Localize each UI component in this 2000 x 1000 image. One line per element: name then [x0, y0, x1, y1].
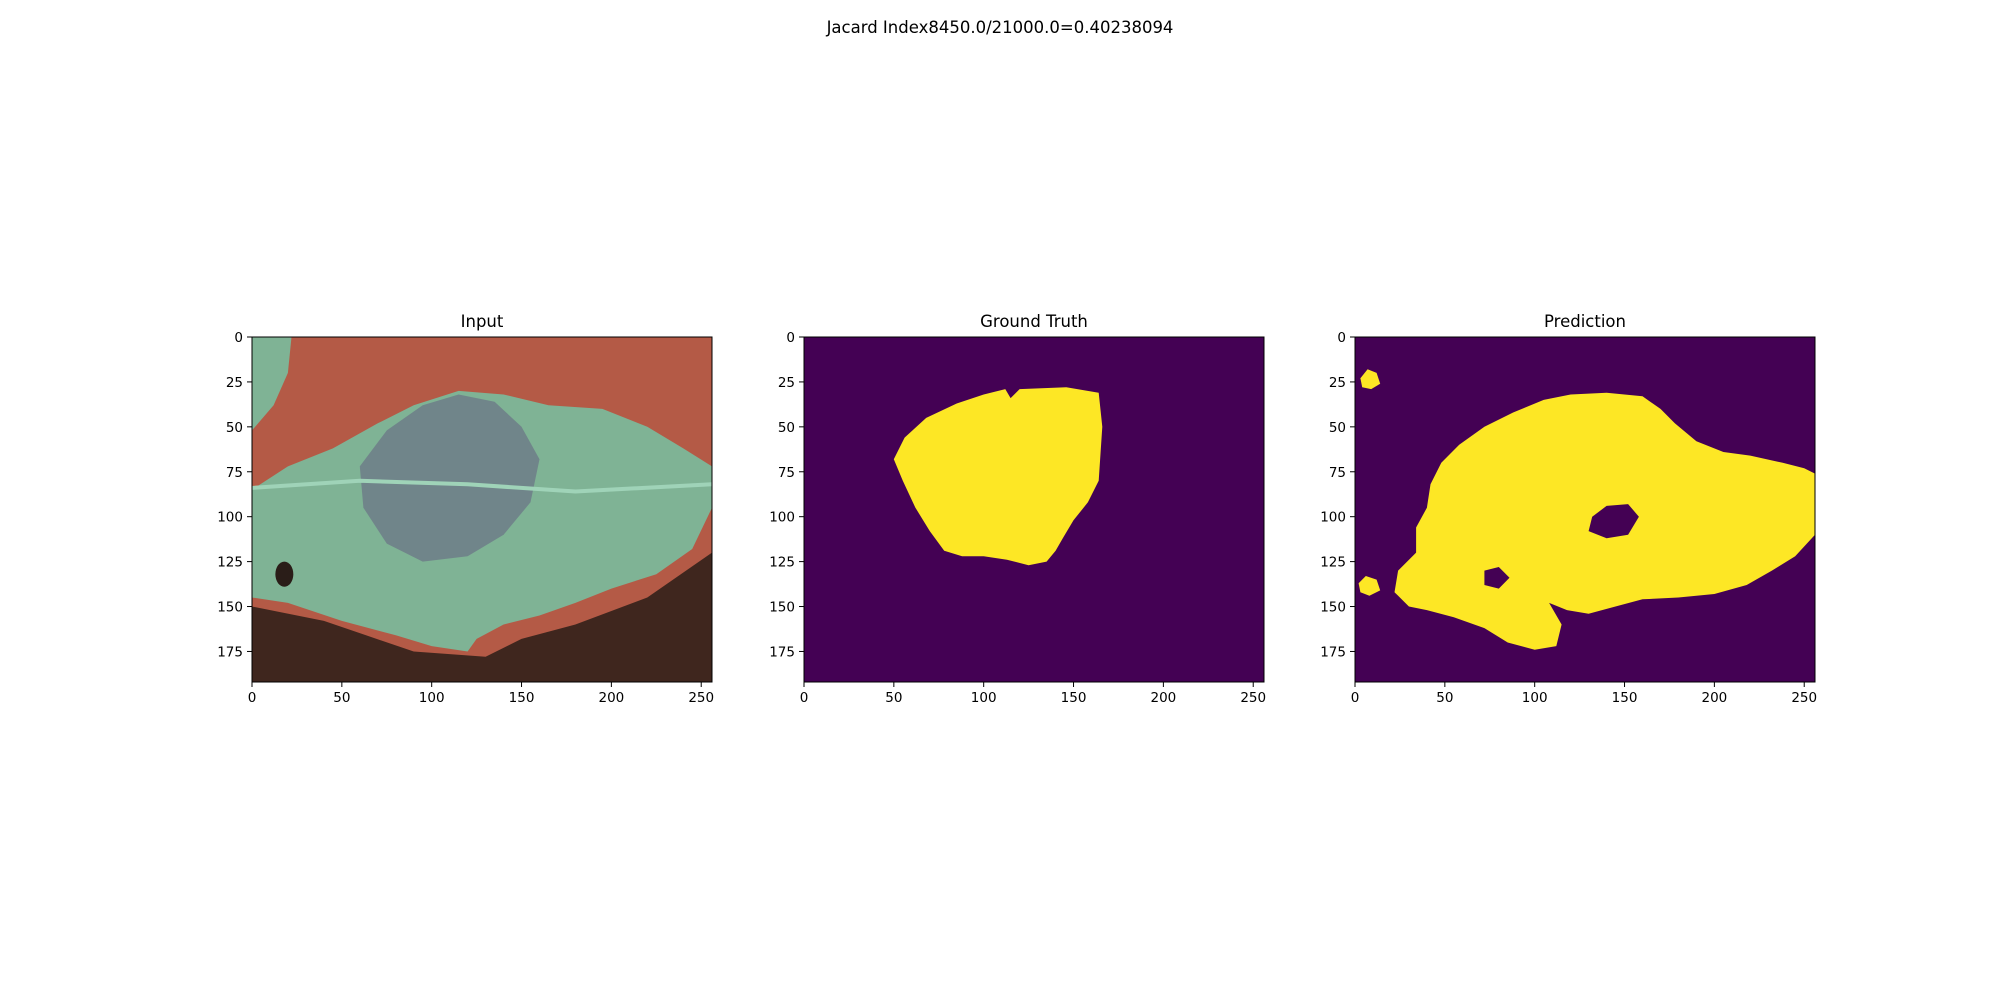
- y-tick-label: 50: [1329, 420, 1346, 436]
- y-tick-label: 50: [226, 420, 243, 436]
- panel-title: Ground Truth: [980, 312, 1088, 331]
- mask-region-positive: [893, 387, 1103, 566]
- mask-region-positive: [1358, 576, 1381, 596]
- y-tick-label: 0: [234, 330, 243, 346]
- mask-region-positive: [1360, 369, 1381, 390]
- x-tick-label: 0: [248, 690, 257, 706]
- input-image-axes: Input 0 50 100 150 200 250 0 25 50 75 100 125 150 175: [217, 312, 714, 706]
- ground-truth-axes: Ground Truth 0 50 100 150 200 250 0 25 50 75 100 125…: [769, 312, 1266, 706]
- panel-title: Input: [461, 312, 504, 331]
- y-tick-label: 50: [778, 420, 795, 436]
- y-tick-label: 25: [1329, 375, 1346, 391]
- x-tick-label: 50: [1436, 690, 1453, 706]
- mask-region-negative: [1588, 504, 1639, 539]
- y-tick-label: 0: [1337, 330, 1346, 346]
- y-tick-label: 100: [769, 510, 795, 526]
- y-tick-label: 125: [217, 555, 243, 571]
- axes-frame: [251, 336, 713, 683]
- y-tick-label: 25: [778, 375, 795, 391]
- x-tick-label: 100: [419, 690, 445, 706]
- x-tick-label: 100: [971, 690, 997, 706]
- x-tick-label: 50: [885, 690, 902, 706]
- image-area: [1355, 337, 1815, 682]
- x-tick-label: 250: [688, 690, 714, 706]
- panel-title: Prediction: [1544, 312, 1626, 331]
- x-tick-label: 150: [1061, 690, 1087, 706]
- mask-region-negative: [1484, 567, 1510, 589]
- y-tick-label: 150: [217, 600, 243, 616]
- x-tick-label: 250: [1240, 690, 1266, 706]
- y-tick-label: 125: [1320, 555, 1346, 571]
- x-tick-label: 200: [1150, 690, 1176, 706]
- x-tick-label: 150: [509, 690, 535, 706]
- x-tick-label: 50: [333, 690, 350, 706]
- y-tick-label: 75: [778, 465, 795, 481]
- x-tick-label: 0: [800, 690, 809, 706]
- leaf-hole: [275, 561, 294, 587]
- panel-ground-truth: Ground Truth 0 50 100 150 200 250 0 25 50 75 100 125…: [762, 300, 1302, 720]
- x-tick-label: 200: [598, 690, 624, 706]
- y-tick-label: 25: [226, 375, 243, 391]
- image-area: [252, 337, 712, 682]
- y-tick-label: 150: [1320, 600, 1346, 616]
- y-tick-label: 100: [1320, 510, 1346, 526]
- y-tick-label: 150: [769, 600, 795, 616]
- y-tick-label: 0: [786, 330, 795, 346]
- upper-left-leaf: [252, 337, 292, 431]
- prediction-axes: Prediction 0 50 100 150 200 250 0 25 50 75 100 125 15…: [1320, 312, 1817, 706]
- y-tick-label: 125: [769, 555, 795, 571]
- leaf-shadow: [252, 552, 712, 682]
- leaf-midrib: [252, 478, 712, 494]
- panel-prediction: Prediction 0 50 100 150 200 250 0 25 50 75 100 125 15…: [1313, 300, 1853, 720]
- lesion: [359, 394, 540, 562]
- y-tick-label: 175: [217, 644, 243, 660]
- y-tick-label: 75: [226, 465, 243, 481]
- image-area: [804, 337, 1264, 682]
- x-tick-label: 100: [1522, 690, 1548, 706]
- figure-suptitle: Jacard Index8450.0/21000.0=0.40238094: [826, 18, 1174, 37]
- y-tick-label: 175: [1320, 644, 1346, 660]
- axes-frame: [803, 336, 1265, 683]
- y-tick-label: 175: [769, 644, 795, 660]
- x-tick-label: 0: [1351, 690, 1360, 706]
- axes-frame: [1354, 336, 1816, 683]
- y-tick-label: 75: [1329, 465, 1346, 481]
- x-tick-label: 250: [1791, 690, 1817, 706]
- panel-input: Input 0 50 100 150 200 250 0 25 50 75 100 125 150 175: [210, 300, 750, 720]
- x-tick-label: 150: [1612, 690, 1638, 706]
- x-tick-label: 200: [1701, 690, 1727, 706]
- y-tick-label: 100: [217, 510, 243, 526]
